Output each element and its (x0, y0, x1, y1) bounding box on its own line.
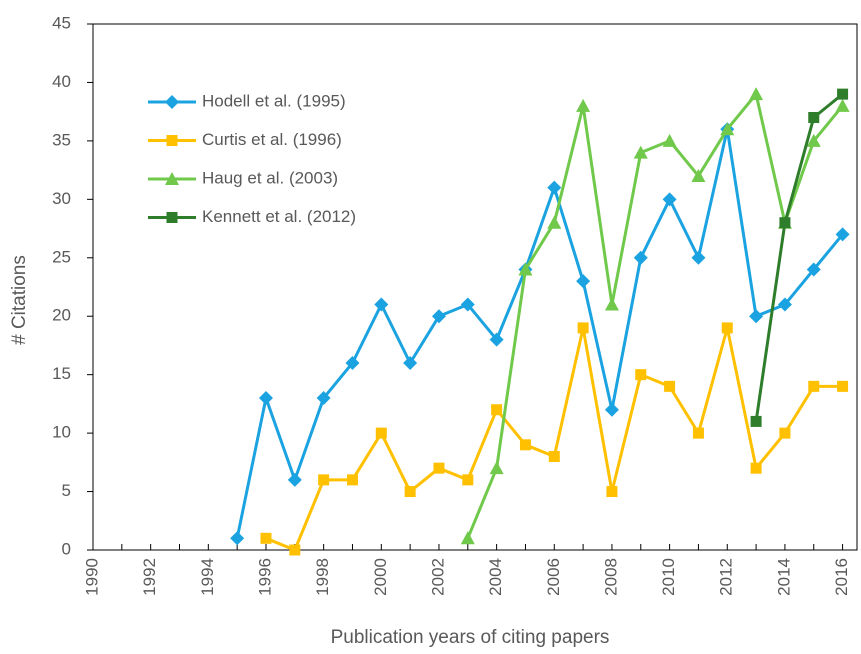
marker (749, 309, 764, 324)
marker (835, 227, 850, 242)
x-tick-label: 1998 (313, 558, 332, 596)
x-tick-label: 1994 (198, 558, 217, 596)
marker (691, 168, 706, 182)
marker (489, 332, 504, 347)
marker (835, 98, 850, 112)
marker (431, 309, 446, 324)
x-tick-label: 2012 (717, 558, 736, 596)
marker (318, 474, 330, 486)
marker (720, 122, 735, 136)
marker (404, 486, 416, 498)
legend: Hodell et al. (1995) Curtis et al. (1996)… (148, 91, 356, 226)
marker (633, 250, 648, 265)
marker (433, 462, 445, 474)
x-tick-label: 2016 (832, 558, 851, 596)
series-line (235, 127, 844, 539)
x-axis-title: Publication years of citing papers (331, 627, 610, 648)
marker (230, 531, 245, 546)
marker (837, 380, 849, 392)
marker (635, 369, 647, 381)
marker (633, 145, 648, 159)
marker (489, 461, 504, 475)
x-tick-label: 2008 (601, 558, 620, 596)
marker (806, 262, 821, 277)
marker (346, 474, 358, 486)
marker (662, 133, 677, 147)
x-tick-label: 1996 (255, 558, 274, 596)
marker (808, 380, 820, 392)
y-tick-label: 40 (52, 72, 71, 91)
marker (345, 355, 360, 370)
plot-frame (92, 23, 858, 551)
marker (750, 462, 762, 474)
marker (375, 427, 387, 439)
marker (576, 274, 591, 289)
marker (577, 322, 589, 334)
legend-label: Curtis et al. (1996) (202, 130, 342, 149)
marker (316, 391, 331, 406)
marker (806, 133, 821, 147)
marker (258, 391, 273, 406)
marker (165, 172, 179, 185)
marker (260, 532, 272, 544)
marker (460, 297, 475, 312)
marker (547, 215, 562, 229)
marker (604, 297, 619, 311)
marker (548, 450, 560, 462)
legend-label: Hodell et al. (1995) (202, 91, 346, 110)
marker (604, 402, 619, 417)
x-tick-label: 2000 (371, 558, 390, 596)
marker (289, 544, 301, 556)
marker (374, 297, 389, 312)
series-line (466, 92, 844, 539)
marker (491, 404, 503, 416)
y-tick-label: 0 (62, 539, 71, 558)
marker (721, 322, 733, 334)
marker (460, 531, 475, 545)
legend-label: Haug et al. (2003) (202, 168, 338, 187)
y-tick-label: 30 (52, 189, 71, 208)
marker (691, 250, 706, 265)
marker (777, 297, 792, 312)
marker (547, 180, 562, 195)
marker (750, 415, 762, 427)
marker (664, 380, 676, 392)
marker (749, 87, 764, 101)
marker (462, 474, 474, 486)
marker (837, 88, 849, 100)
x-tick-label: 2004 (486, 558, 505, 596)
x-tick-label: 2014 (774, 558, 793, 596)
marker (165, 95, 179, 109)
y-tick-label: 25 (52, 247, 71, 266)
y-tick-label: 15 (52, 364, 71, 383)
marker (166, 212, 178, 223)
marker (287, 472, 302, 487)
y-tick-label: 35 (52, 130, 71, 149)
x-tick-label: 1992 (140, 558, 159, 596)
marker (403, 355, 418, 370)
x-tick-label: 1990 (82, 558, 101, 596)
x-tick-label: 2010 (659, 558, 678, 596)
y-tick-label: 10 (52, 423, 71, 442)
legend-label: Kennett et al. (2012) (202, 207, 356, 226)
marker (808, 112, 820, 124)
marker (692, 427, 704, 439)
marker (779, 427, 791, 439)
marker (576, 98, 591, 112)
marker (518, 262, 533, 276)
y-tick-label: 5 (62, 481, 71, 500)
marker (166, 135, 178, 146)
y-axis-title: # Citations (9, 255, 30, 345)
series-line (754, 92, 844, 422)
x-tick-label: 2002 (428, 558, 447, 596)
marker (779, 217, 791, 229)
marker (662, 192, 677, 207)
x-tick-label: 2006 (544, 558, 563, 596)
marker (519, 439, 531, 451)
y-tick-label: 20 (52, 306, 71, 325)
marker (606, 486, 618, 498)
y-tick-label: 45 (52, 13, 71, 32)
